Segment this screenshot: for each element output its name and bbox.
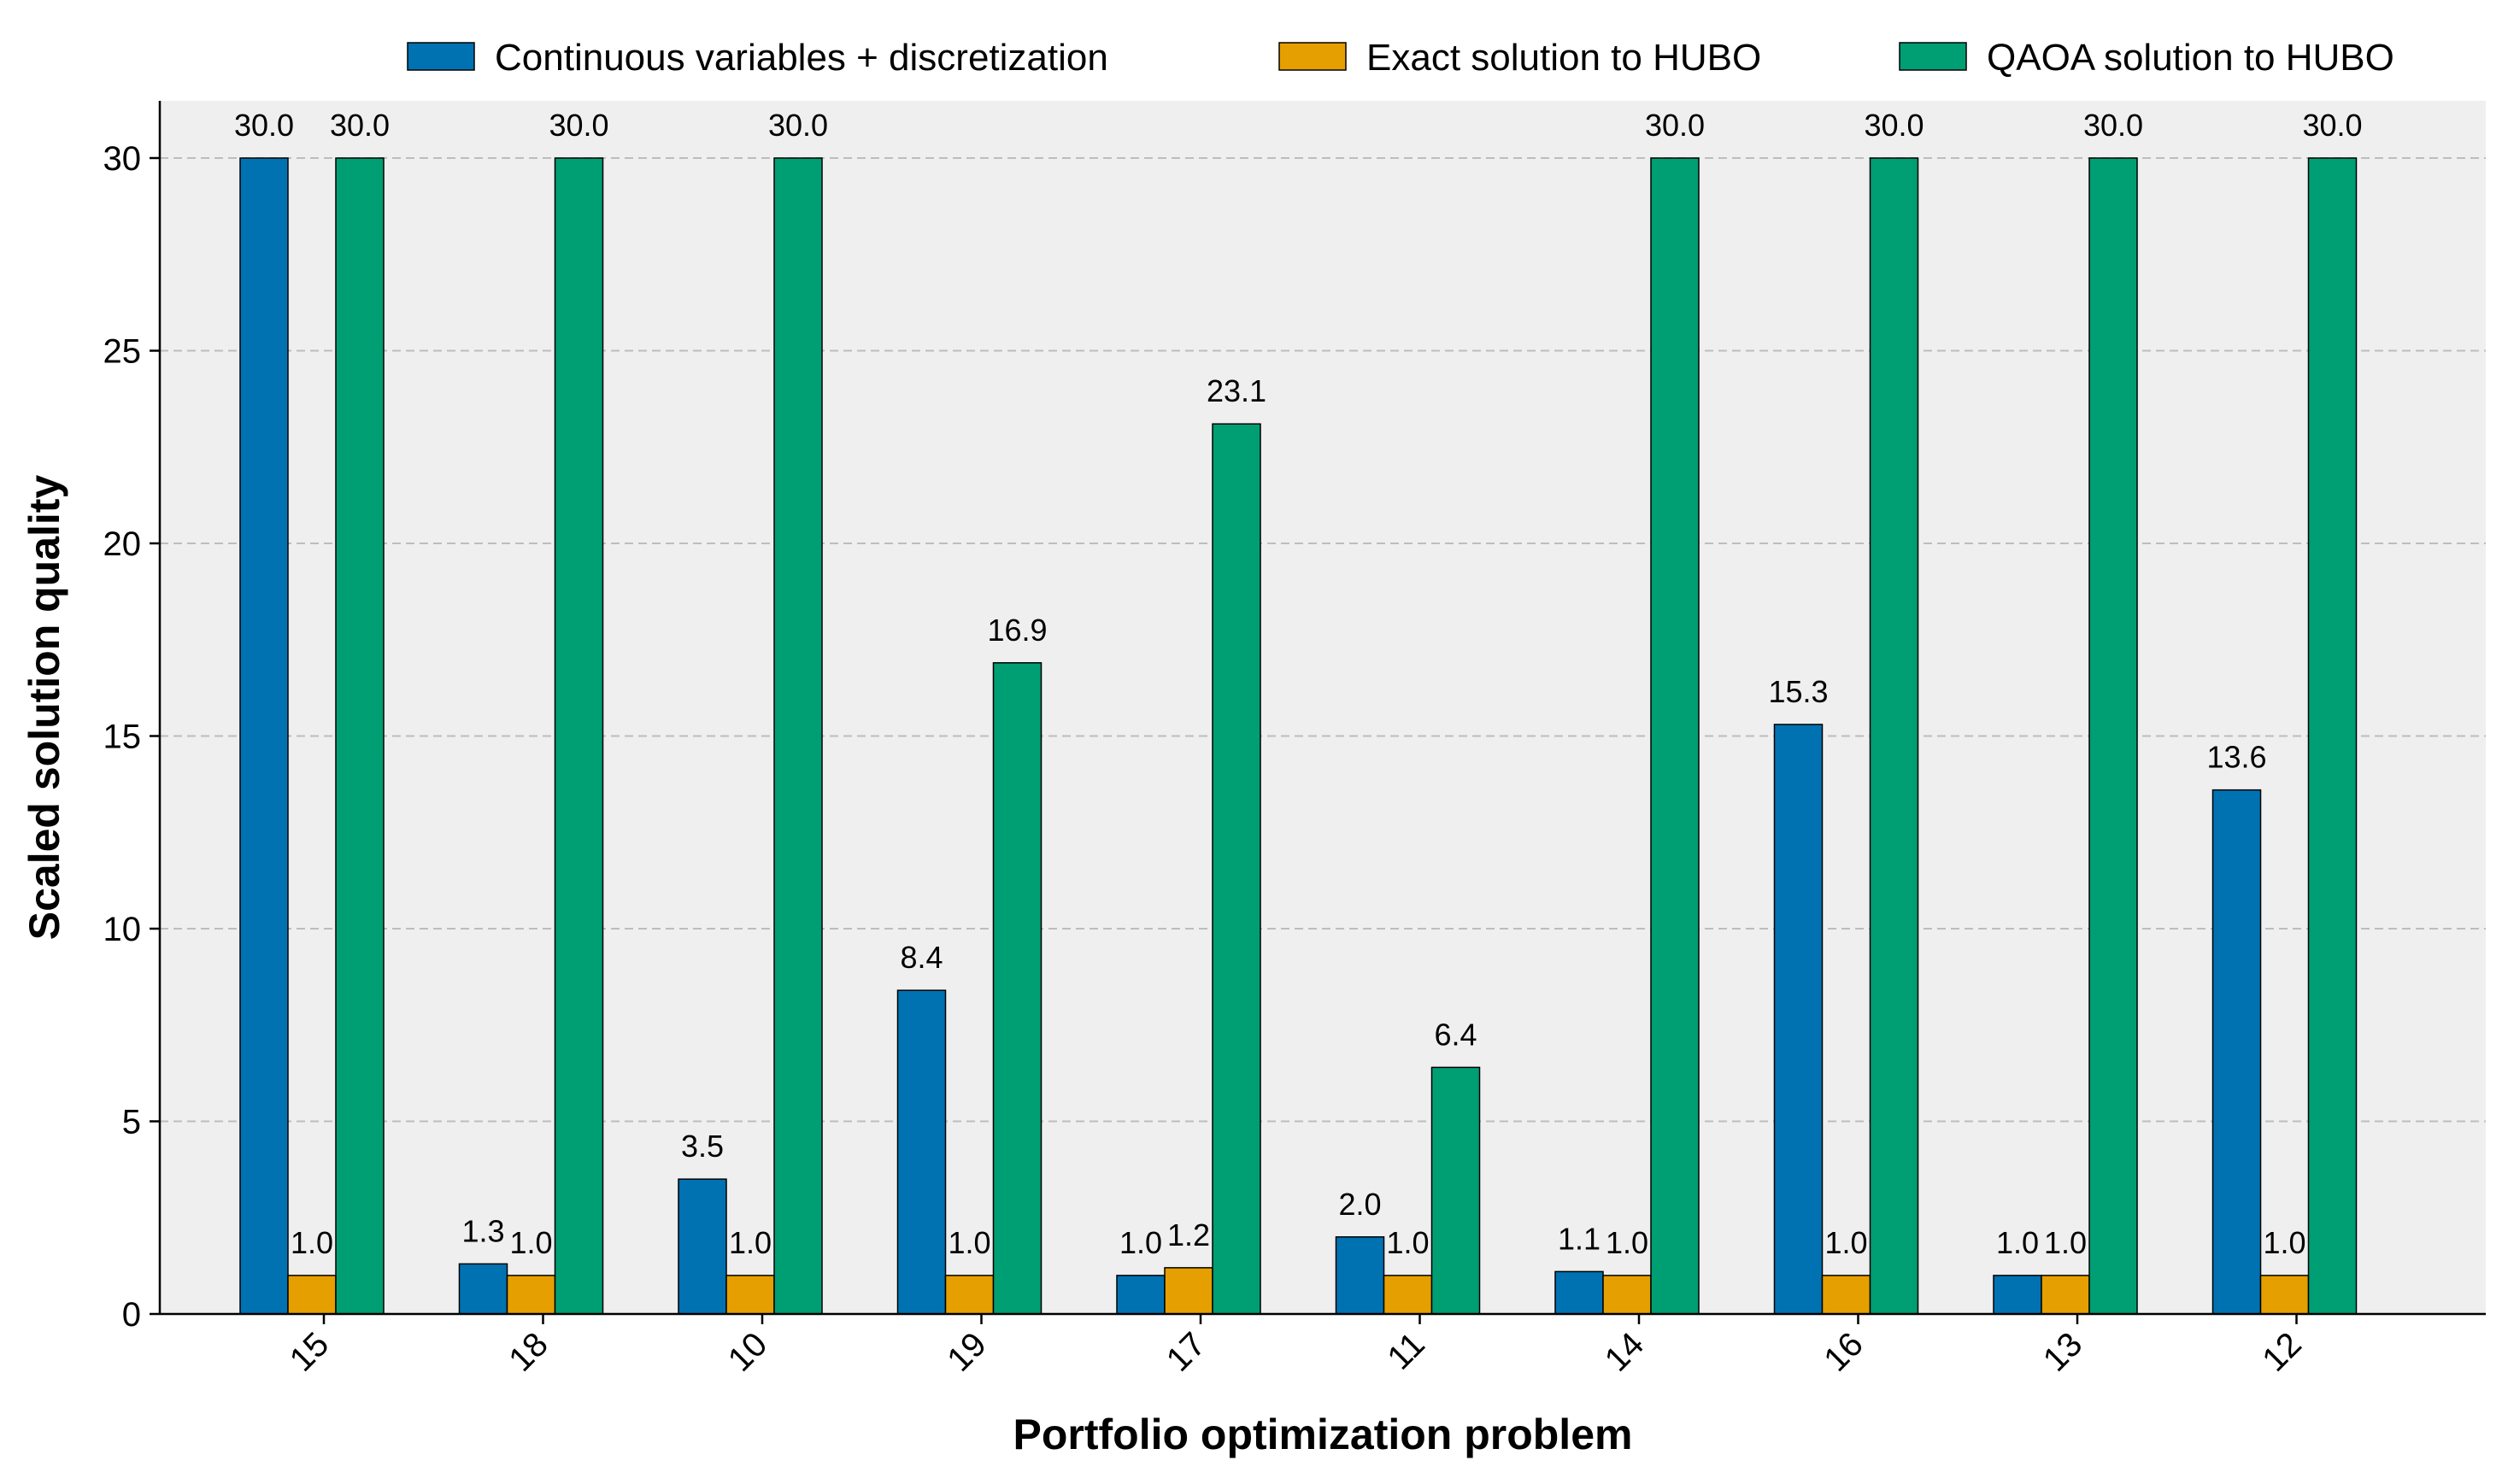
bar [1993, 1275, 2042, 1315]
bar [1602, 1275, 1652, 1315]
bar [1116, 1275, 1166, 1315]
legend-swatch [407, 42, 475, 71]
bar [678, 1178, 727, 1315]
x-tick-label: 15 [283, 1325, 337, 1379]
legend-item: QAOA solution to HUBO [1899, 37, 2394, 79]
data-label: 30.0 [2083, 108, 2143, 143]
legend-swatch [1278, 42, 1347, 71]
y-tick-label: 25 [103, 333, 142, 371]
data-label: 13.6 [2206, 740, 2266, 775]
x-axis-title: Portfolio optimization problem [1013, 1411, 1633, 1458]
legend-item: Exact solution to HUBO [1278, 37, 1761, 79]
bar [2088, 157, 2138, 1315]
bar [506, 1275, 556, 1315]
bar [773, 157, 823, 1315]
bar [458, 1263, 508, 1315]
gridlines [160, 157, 2486, 1123]
x-tick-label: 17 [1160, 1325, 1213, 1379]
data-label: 1.2 [1167, 1217, 1210, 1252]
data-label: 30.0 [768, 108, 828, 143]
bar [1773, 724, 1824, 1315]
data-label: 1.0 [1119, 1225, 1162, 1260]
bar [554, 157, 604, 1315]
x-tick-label: 12 [2255, 1325, 2309, 1379]
data-label: 1.0 [1386, 1225, 1429, 1260]
x-tick-label: 10 [721, 1325, 775, 1379]
bar [1650, 157, 1700, 1315]
bar [1164, 1267, 1213, 1315]
data-label: 1.0 [291, 1225, 333, 1260]
bar [1869, 157, 1919, 1315]
bar [1554, 1270, 1604, 1315]
data-label: 23.1 [1207, 373, 1266, 408]
data-label: 1.0 [2044, 1225, 2087, 1260]
data-label: 1.0 [1824, 1225, 1867, 1260]
x-tick-label: 19 [940, 1325, 994, 1379]
x-tick-label: 18 [502, 1325, 555, 1379]
bar [2307, 157, 2358, 1315]
data-label: 8.4 [900, 940, 943, 975]
x-axis-ticks: 15 18 10 19 17 11 14 16 13 12 [283, 1314, 2309, 1379]
y-tick-label: 10 [103, 911, 142, 948]
y-tick-label: 20 [103, 525, 142, 563]
bar [287, 1275, 337, 1315]
legend-label: Exact solution to HUBO [1366, 37, 1761, 79]
data-label: 1.0 [2263, 1225, 2305, 1260]
data-label: 1.1 [1558, 1221, 1601, 1256]
data-label: 6.4 [1434, 1017, 1477, 1052]
data-label: 1.0 [1606, 1225, 1648, 1260]
y-axis-title: Scaled solution quality [21, 475, 68, 941]
data-label: 2.0 [1338, 1187, 1381, 1222]
bar [2211, 789, 2262, 1315]
legend-label: Continuous variables + discretization [495, 37, 1108, 79]
bar [992, 662, 1043, 1315]
bar [1335, 1236, 1385, 1315]
data-label: 1.0 [948, 1225, 990, 1260]
bar [1383, 1275, 1433, 1315]
x-tick-label: 16 [1817, 1325, 1871, 1379]
data-label: 15.3 [1768, 674, 1828, 709]
data-label: 1.0 [509, 1225, 552, 1260]
data-label: 30.0 [549, 108, 608, 143]
bar [2259, 1275, 2310, 1315]
legend-swatch [1899, 42, 1967, 71]
bar [239, 157, 289, 1315]
y-tick-label: 30 [103, 140, 142, 178]
data-label: 30.0 [1645, 108, 1705, 143]
bar [1821, 1275, 1871, 1315]
y-axis-ticks: 0 5 10 15 20 25 30 [103, 140, 160, 1334]
data-label: 30.0 [330, 108, 390, 143]
data-label: 16.9 [987, 613, 1047, 648]
x-tick-label: 13 [2036, 1325, 2090, 1379]
data-label: 30.0 [234, 108, 294, 143]
data-label: 1.3 [461, 1213, 504, 1248]
bar [2041, 1275, 2090, 1315]
bar [335, 157, 385, 1315]
x-tick-label: 14 [1598, 1325, 1652, 1379]
bar [896, 989, 947, 1315]
data-label: 1.0 [1996, 1225, 2039, 1260]
y-tick-label: 5 [122, 1104, 141, 1141]
data-label: 3.5 [681, 1129, 724, 1164]
data-labels: 30.01.030.01.3 1.030.03.51.030.08.41.016.… [234, 108, 2363, 1260]
legend-label: QAOA solution to HUBO [1987, 37, 2394, 79]
bar [725, 1275, 775, 1315]
data-label: 30.0 [1864, 108, 1924, 143]
bar [1430, 1066, 1481, 1315]
bar [1212, 423, 1261, 1315]
bars [239, 157, 2358, 1315]
y-tick-label: 15 [103, 719, 142, 756]
x-tick-label: 11 [1380, 1325, 1431, 1376]
legend-item: Continuous variables + discretization [407, 37, 1108, 79]
y-tick-label: 0 [122, 1296, 141, 1334]
bar [944, 1275, 995, 1315]
data-label: 1.0 [729, 1225, 772, 1260]
legend: Continuous variables + discretization Exa… [407, 37, 2394, 79]
data-label: 30.0 [2302, 108, 2362, 143]
